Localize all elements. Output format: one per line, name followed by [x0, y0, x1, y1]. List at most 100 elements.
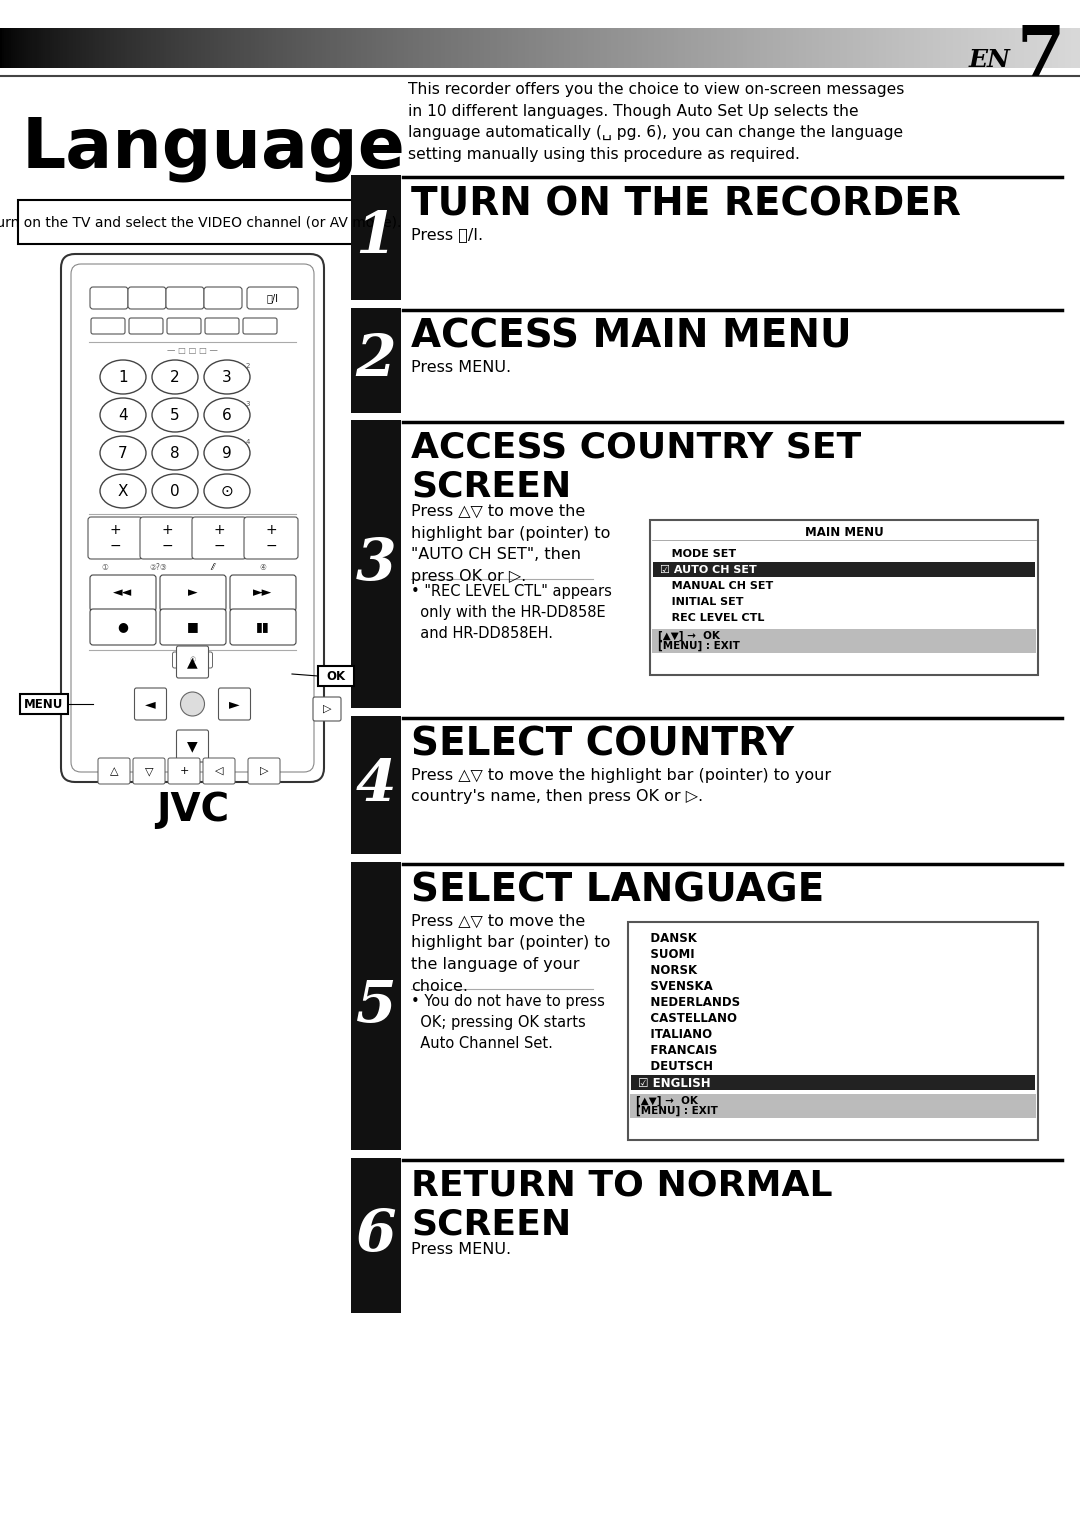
Circle shape: [180, 691, 204, 716]
Text: [MENU] : EXIT: [MENU] : EXIT: [658, 641, 740, 652]
Text: CASTELLANO: CASTELLANO: [638, 1012, 737, 1025]
Text: ◁: ◁: [215, 766, 224, 777]
Text: 3: 3: [222, 369, 232, 385]
Text: MODE SET: MODE SET: [660, 549, 737, 559]
Text: 3: 3: [355, 536, 396, 592]
Text: ⁄⁄⁄: ⁄⁄⁄: [211, 563, 215, 572]
Text: 4: 4: [246, 439, 251, 446]
Text: ACCESS COUNTRY SET
SCREEN: ACCESS COUNTRY SET SCREEN: [411, 430, 861, 504]
Text: −: −: [266, 539, 276, 552]
Text: ▲: ▲: [187, 655, 198, 668]
Text: ①: ①: [189, 658, 195, 662]
Bar: [351, 1158, 401, 1312]
Text: SELECT LANGUAGE: SELECT LANGUAGE: [411, 871, 824, 909]
Text: 5: 5: [355, 978, 396, 1035]
FancyBboxPatch shape: [133, 758, 165, 784]
Text: ►: ►: [229, 697, 240, 711]
Text: +: +: [213, 523, 225, 537]
Ellipse shape: [204, 436, 249, 470]
FancyBboxPatch shape: [230, 609, 296, 645]
Text: 6: 6: [355, 1207, 396, 1264]
FancyBboxPatch shape: [313, 697, 341, 720]
Text: 5: 5: [171, 407, 179, 423]
Text: OK: OK: [326, 670, 346, 682]
Text: ②?③: ②?③: [149, 563, 167, 572]
Ellipse shape: [100, 475, 146, 508]
FancyBboxPatch shape: [204, 287, 242, 308]
FancyBboxPatch shape: [173, 652, 213, 668]
Bar: [627, 922, 1038, 1140]
Text: 1: 1: [118, 369, 127, 385]
FancyBboxPatch shape: [129, 317, 163, 334]
Text: 2: 2: [171, 369, 179, 385]
Text: ●: ●: [118, 621, 129, 633]
Text: REC LEVEL CTL: REC LEVEL CTL: [660, 613, 765, 623]
Text: 8: 8: [171, 446, 179, 461]
Ellipse shape: [100, 436, 146, 470]
FancyBboxPatch shape: [205, 317, 239, 334]
Text: 6: 6: [222, 407, 232, 423]
FancyBboxPatch shape: [192, 517, 246, 559]
Text: — □ □ □ —: — □ □ □ —: [167, 345, 218, 354]
FancyBboxPatch shape: [244, 517, 298, 559]
Text: FRANCAIS: FRANCAIS: [638, 1044, 717, 1058]
FancyBboxPatch shape: [167, 317, 201, 334]
Ellipse shape: [204, 398, 249, 432]
Text: 1: 1: [355, 209, 396, 266]
FancyBboxPatch shape: [129, 287, 166, 308]
FancyBboxPatch shape: [218, 688, 251, 720]
Text: ▮▮: ▮▮: [256, 621, 270, 633]
Text: • "REC LEVEL CTL" appears
  only with the HR-DD858E
  and HR-DD858EH.: • "REC LEVEL CTL" appears only with the …: [411, 584, 612, 641]
Text: ITALIANO: ITALIANO: [638, 1029, 712, 1042]
Bar: [351, 862, 401, 1151]
Text: 4: 4: [355, 757, 396, 813]
Bar: [0, 1312, 1080, 1526]
Text: −: −: [213, 539, 225, 552]
Ellipse shape: [152, 398, 198, 432]
Text: ACCESS MAIN MENU: ACCESS MAIN MENU: [411, 317, 852, 356]
Text: • You do not have to press
  OK; pressing OK starts
  Auto Channel Set.: • You do not have to press OK; pressing …: [411, 993, 605, 1051]
Text: 4: 4: [118, 407, 127, 423]
FancyBboxPatch shape: [98, 758, 130, 784]
Text: ▼: ▼: [187, 739, 198, 752]
Text: ⊙: ⊙: [220, 484, 233, 499]
Bar: [351, 420, 401, 708]
Text: 7: 7: [118, 446, 127, 461]
Text: 7: 7: [1016, 23, 1065, 90]
Text: EN: EN: [968, 47, 1010, 72]
Text: △: △: [110, 766, 118, 777]
Text: Press ⏻/I.: Press ⏻/I.: [411, 227, 483, 241]
Text: Press MENU.: Press MENU.: [411, 360, 511, 375]
Text: This recorder offers you the choice to view on-screen messages
in 10 different l: This recorder offers you the choice to v…: [408, 82, 904, 162]
Text: +: +: [179, 766, 189, 777]
Text: 2: 2: [355, 333, 396, 389]
Text: SVENSKA: SVENSKA: [638, 981, 713, 993]
Text: MAIN MENU: MAIN MENU: [805, 525, 883, 539]
FancyBboxPatch shape: [176, 729, 208, 761]
Bar: [631, 1074, 1035, 1090]
Text: SELECT COUNTRY: SELECT COUNTRY: [411, 726, 794, 765]
Text: ◄: ◄: [145, 697, 156, 711]
Bar: [650, 520, 1038, 674]
Text: −: −: [109, 539, 121, 552]
Text: ►►: ►►: [254, 586, 272, 600]
Text: X: X: [118, 484, 129, 499]
Bar: [351, 308, 401, 414]
Bar: [653, 562, 1035, 577]
Text: ▽: ▽: [145, 766, 153, 777]
Text: Language: Language: [22, 114, 406, 182]
Text: MANUAL CH SET: MANUAL CH SET: [660, 581, 773, 591]
Bar: [630, 1094, 1036, 1119]
Text: NORSK: NORSK: [638, 964, 697, 978]
Ellipse shape: [204, 360, 249, 394]
Text: [▲▼] →  OK: [▲▼] → OK: [658, 630, 720, 641]
Bar: [18, 200, 374, 244]
FancyBboxPatch shape: [87, 517, 141, 559]
FancyBboxPatch shape: [91, 317, 125, 334]
Text: 9: 9: [222, 446, 232, 461]
FancyBboxPatch shape: [243, 317, 276, 334]
Text: −: −: [161, 539, 173, 552]
FancyBboxPatch shape: [230, 575, 296, 610]
FancyBboxPatch shape: [247, 287, 298, 308]
FancyBboxPatch shape: [166, 287, 204, 308]
